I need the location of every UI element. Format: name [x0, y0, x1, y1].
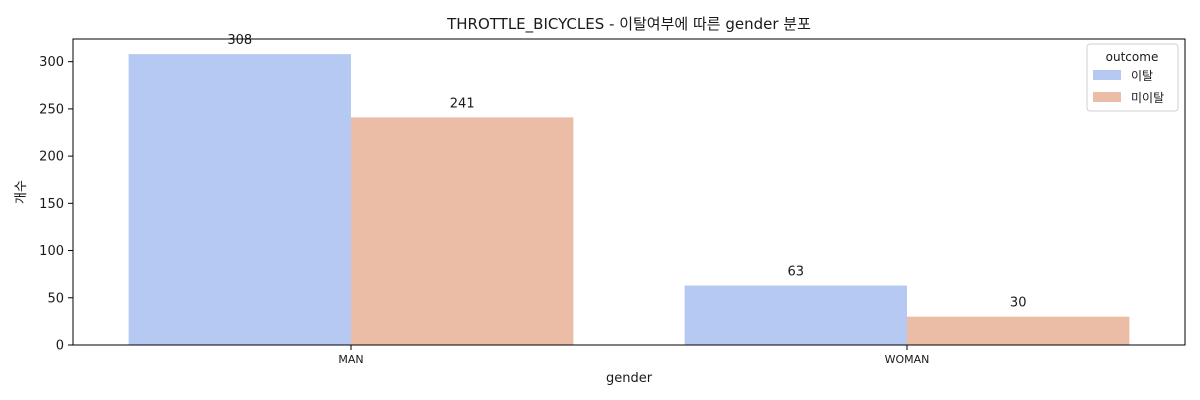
y-axis: 0 50 100 150 200 250 300 [39, 55, 73, 354]
legend-title: outcome [1106, 50, 1159, 64]
plot-frame [72, 38, 1186, 346]
x-tick-label-woman: WOMAN [885, 353, 930, 366]
data-labels-group: 308 241 63 30 [227, 33, 1026, 311]
x-axis-label: gender [606, 371, 653, 386]
x-axis: MAN WOMAN [338, 345, 929, 366]
chart-title: THROTTLE_BICYCLES - 이탈여부에 따른 gender 분포 [446, 15, 811, 34]
bar-man-series-0 [128, 54, 351, 345]
data-label-woman-series-0: 63 [788, 265, 805, 280]
legend-label-churn: 이탈 [1131, 69, 1153, 83]
x-tick-label-man: MAN [338, 353, 363, 366]
legend-label-retained: 미이탈 [1131, 91, 1164, 105]
data-label-woman-series-1: 30 [1010, 296, 1027, 311]
y-tick-label-150: 150 [39, 197, 64, 212]
data-label-man-series-0: 308 [227, 33, 252, 48]
y-tick-label-100: 100 [39, 244, 64, 259]
legend-swatch-churn [1093, 70, 1121, 80]
data-label-man-series-1: 241 [450, 96, 475, 111]
y-tick-label-0: 0 [56, 339, 64, 354]
bar-man-series-1 [351, 117, 574, 345]
bar-woman-series-1 [907, 316, 1130, 345]
bars-group [128, 54, 1130, 345]
y-tick-label-250: 250 [39, 102, 64, 117]
y-axis-label: 개수 [14, 180, 29, 204]
y-tick-label-300: 300 [39, 55, 64, 70]
legend-swatch-retained [1093, 92, 1121, 102]
y-tick-label-200: 200 [39, 150, 64, 165]
bar-woman-series-0 [684, 285, 907, 345]
legend: outcome 이탈 미이탈 [1086, 43, 1179, 112]
y-tick-label-50: 50 [47, 291, 64, 306]
